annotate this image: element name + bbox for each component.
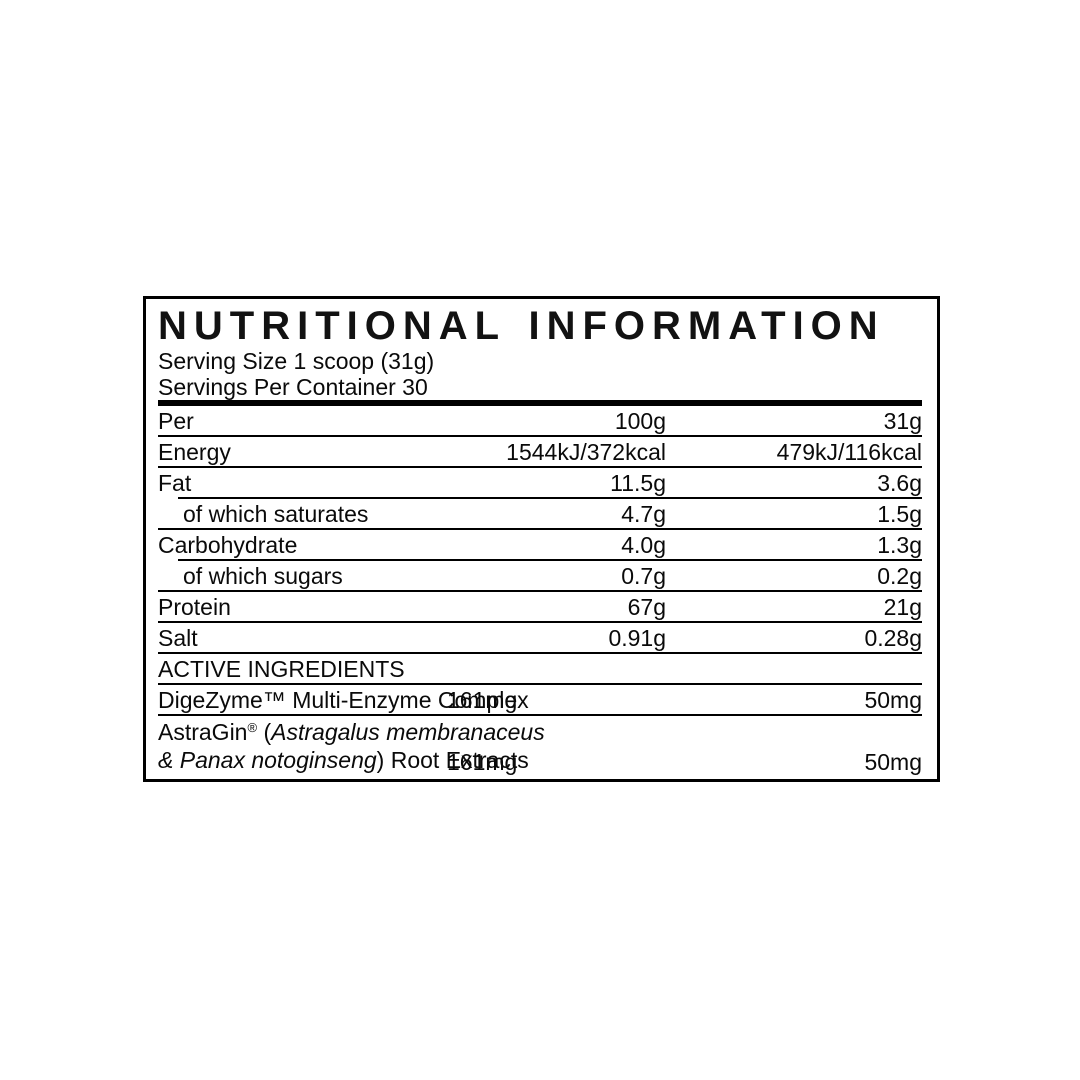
table-row-saturates: of which saturates 4.7g 1.5g xyxy=(158,499,922,530)
row-value-per-100g: 1544kJ/372kcal xyxy=(506,439,666,465)
table-row-digezyme: DigeZyme™ Multi-Enzyme Complex 161mg 50m… xyxy=(158,685,922,716)
table-row-carbohydrate: Carbohydrate 4.0g 1.3g xyxy=(158,530,922,561)
row-label: DigeZyme™ Multi-Enzyme Complex xyxy=(158,687,529,713)
header-label: Per xyxy=(158,408,194,434)
row-value-per-100g: 4.0g xyxy=(621,532,666,558)
row-value-per-100g: 0.91g xyxy=(608,625,666,651)
row-value-per-100g: 161mg xyxy=(447,749,518,775)
table-row-energy: Energy 1544kJ/372kcal 479kJ/116kcal xyxy=(158,437,922,468)
table-row-salt: Salt 0.91g 0.28g xyxy=(158,623,922,654)
row-value-per-100g: 67g xyxy=(627,594,666,620)
table-row-sugars: of which sugars 0.7g 0.2g xyxy=(158,561,922,592)
row-value-per-serving: 50mg xyxy=(864,749,922,775)
row-value-per-100g: 4.7g xyxy=(621,501,666,527)
row-value-per-serving: 479kJ/116kcal xyxy=(776,439,922,465)
table-row-astragin: AstraGin® (Astragalus membranaceus & Pan… xyxy=(158,716,922,778)
row-value-per-serving: 21g xyxy=(883,594,922,620)
serving-size-line: Serving Size 1 scoop (31g) xyxy=(158,348,435,374)
row-label: Salt xyxy=(158,625,198,651)
row-label: Energy xyxy=(158,439,231,465)
registered-trademark-symbol: ® xyxy=(247,720,258,735)
table-header-row: Per 100g 31g xyxy=(158,406,922,437)
row-label: of which sugars xyxy=(183,563,343,589)
astragin-brand: AstraGin xyxy=(158,719,248,745)
row-value-per-serving: 50mg xyxy=(864,687,922,713)
row-value-per-100g: 11.5g xyxy=(610,470,666,496)
header-per-serving: 31g xyxy=(883,408,922,434)
row-label: of which saturates xyxy=(183,501,369,527)
row-value-per-serving: 0.28g xyxy=(864,625,922,651)
nutrition-panel: NUTRITIONAL INFORMATION Serving Size 1 s… xyxy=(143,296,940,782)
table-row-fat: Fat 11.5g 3.6g xyxy=(158,468,922,499)
row-label: Carbohydrate xyxy=(158,532,298,558)
row-label: Protein xyxy=(158,594,231,620)
section-header-label: ACTIVE INGREDIENTS xyxy=(158,656,405,682)
table-row-protein: Protein 67g 21g xyxy=(158,592,922,623)
row-value-per-serving: 1.3g xyxy=(877,532,922,558)
row-value-per-100g: 0.7g xyxy=(621,563,666,589)
astragin-open-paren: ( xyxy=(257,719,272,745)
row-label: AstraGin® (Astragalus membranaceus & Pan… xyxy=(158,716,618,774)
section-header-active-ingredients: ACTIVE INGREDIENTS xyxy=(158,654,922,685)
row-label: Fat xyxy=(158,470,192,496)
row-value-per-serving: 1.5g xyxy=(877,501,922,527)
row-value-per-serving: 3.6g xyxy=(877,470,922,496)
panel-title: NUTRITIONAL INFORMATION xyxy=(158,304,885,348)
header-per-100g: 100g xyxy=(614,408,666,434)
astragin-species-line1: Astragalus membranaceus xyxy=(271,719,545,745)
servings-per-container-line: Servings Per Container 30 xyxy=(158,374,428,400)
row-value-per-serving: 0.2g xyxy=(877,563,922,589)
astragin-suffix: ) Root Extracts xyxy=(376,747,529,773)
row-value-per-100g: 161mg xyxy=(447,687,518,713)
divider-bar xyxy=(158,400,922,406)
astragin-species-line2: & Panax notoginseng xyxy=(158,747,377,773)
